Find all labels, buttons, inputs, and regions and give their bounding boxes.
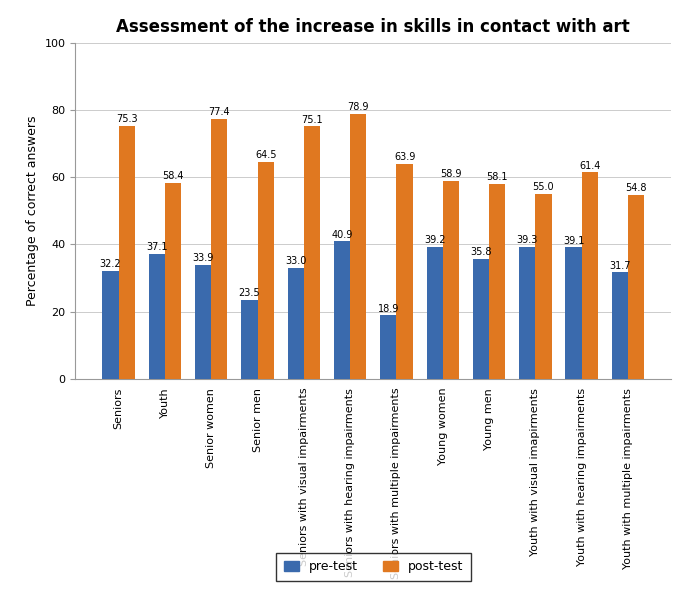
Legend: pre-test, post-test: pre-test, post-test: [276, 553, 471, 581]
Text: 18.9: 18.9: [377, 304, 399, 313]
Bar: [397, 164, 412, 379]
Title: Assessment of the increase in skills in contact with art: Assessment of the increase in skills in …: [116, 18, 630, 35]
Text: 33.9: 33.9: [192, 253, 214, 263]
Text: 64.5: 64.5: [255, 150, 277, 160]
Bar: [380, 315, 397, 379]
Text: 55.0: 55.0: [533, 182, 554, 192]
Text: 35.8: 35.8: [470, 247, 492, 257]
Bar: [195, 265, 211, 379]
Bar: [519, 247, 536, 379]
Text: 39.3: 39.3: [516, 235, 538, 245]
Bar: [427, 247, 443, 379]
Bar: [288, 268, 304, 379]
Bar: [473, 258, 489, 379]
Text: 23.5: 23.5: [238, 288, 260, 298]
Text: 75.3: 75.3: [116, 114, 138, 124]
Bar: [443, 181, 459, 379]
Bar: [258, 162, 274, 379]
Text: 77.4: 77.4: [208, 107, 230, 117]
Text: 40.9: 40.9: [332, 230, 353, 240]
Bar: [489, 183, 506, 379]
Bar: [304, 126, 320, 379]
Text: 58.1: 58.1: [486, 172, 508, 182]
Text: 37.1: 37.1: [146, 243, 168, 252]
Text: 78.9: 78.9: [347, 102, 369, 112]
Bar: [241, 300, 258, 379]
Bar: [119, 126, 135, 379]
Bar: [536, 194, 551, 379]
Bar: [566, 247, 582, 379]
Text: 58.4: 58.4: [162, 171, 184, 181]
Text: 63.9: 63.9: [394, 152, 415, 163]
Bar: [350, 114, 366, 379]
Bar: [334, 241, 350, 379]
Bar: [582, 172, 598, 379]
Y-axis label: Percentage of correct answers: Percentage of correct answers: [26, 115, 39, 306]
Bar: [165, 183, 181, 379]
Text: 31.7: 31.7: [609, 261, 631, 271]
Text: 39.1: 39.1: [563, 236, 584, 246]
Bar: [211, 119, 227, 379]
Bar: [628, 195, 644, 379]
Bar: [149, 254, 165, 379]
Text: 32.2: 32.2: [100, 259, 121, 269]
Text: 39.2: 39.2: [424, 235, 445, 246]
Bar: [612, 273, 628, 379]
Text: 75.1: 75.1: [301, 115, 323, 125]
Text: 61.4: 61.4: [579, 161, 601, 171]
Text: 54.8: 54.8: [625, 183, 647, 193]
Text: 33.0: 33.0: [285, 256, 306, 266]
Text: 58.9: 58.9: [440, 169, 462, 179]
Bar: [103, 271, 119, 379]
